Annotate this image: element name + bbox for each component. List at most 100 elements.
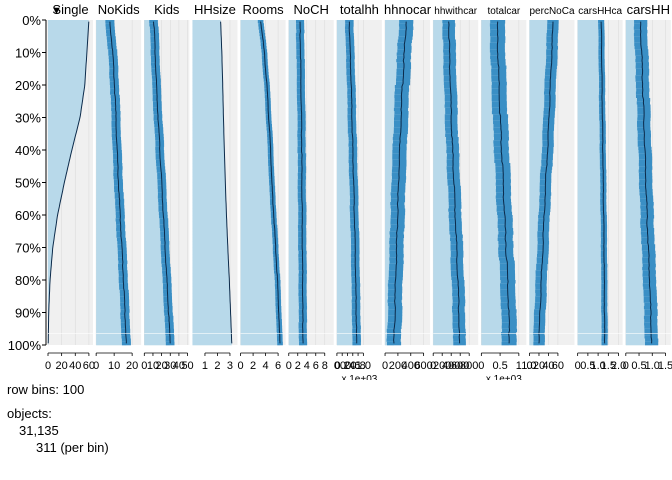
column-hhwithcar-mean-bar <box>433 114 452 118</box>
column-carsHH-mean-bar <box>625 289 651 294</box>
column-hhwithcar-mean-bar <box>433 328 460 333</box>
column-NoKids-sd-band <box>121 341 131 346</box>
column-totalcar-mean-bar <box>481 117 501 122</box>
column-hhwithcar-mean-bar <box>433 59 450 63</box>
column-NoKids-mean-bar <box>96 29 111 34</box>
column-NoKids-mean-bar <box>96 315 125 320</box>
column-HHsize-mean-bar <box>192 72 223 76</box>
column-Kids-mean-bar <box>144 267 167 271</box>
column-Rooms-x-tick-label: 0 <box>238 360 244 372</box>
column-Kids-x-tick-label: 20 <box>155 360 167 372</box>
column-hhwithcar-mean-bar <box>433 198 455 203</box>
column-Rooms-mean-bar <box>240 137 271 141</box>
column-carsHHca-mean-bar <box>577 221 604 226</box>
column-carsHHca-mean-bar <box>577 169 604 174</box>
column-Kids-mean-bar <box>144 185 163 190</box>
column-Single-mean-bar <box>48 33 88 37</box>
column-Kids-mean-bar <box>144 120 159 125</box>
column-NoCH-mean-bar <box>288 263 303 268</box>
column-hhwithcar-mean-bar <box>433 234 457 239</box>
column-carsHH-mean-bar <box>625 163 646 167</box>
column-carsHHca-mean-bar <box>577 244 604 248</box>
column-Rooms-mean-bar <box>240 150 271 154</box>
column-carsHH-mean-bar <box>625 111 645 115</box>
column-Rooms-mean-bar <box>240 75 267 79</box>
column-carsHHca-mean-bar <box>577 315 605 320</box>
column-carsHHca-mean-bar <box>577 46 602 50</box>
column-carsHH-mean-bar <box>625 205 647 209</box>
column-NoCH-mean-bar <box>288 39 301 44</box>
column-carsHH-mean-bar <box>625 166 646 170</box>
column-carsHHca-mean-bar <box>577 302 605 307</box>
column-HHsize-mean-bar <box>192 153 225 157</box>
column-hhwithcar-mean-bar <box>433 254 458 258</box>
column-hhnocar-mean-bar <box>385 33 406 37</box>
column-totalcar-mean-bar <box>481 101 500 105</box>
sort-indicator: ▼ <box>51 5 62 17</box>
column-carsHH-mean-bar <box>625 322 651 326</box>
column-hhwithcar-mean-bar <box>433 52 450 57</box>
column-NoKids-mean-bar <box>96 237 122 242</box>
y-tick-label: 30% <box>15 111 41 126</box>
column-percNoCa-mean-bar <box>529 159 547 164</box>
column-Kids-mean-bar <box>144 306 169 310</box>
column-HHsize-mean-bar <box>192 338 232 343</box>
column-totalcar-mean-bar <box>481 257 507 261</box>
column-totalcar-mean-bar <box>481 328 510 333</box>
column-carsHHca-mean-bar <box>577 218 604 222</box>
column-Rooms-mean-bar <box>240 124 270 128</box>
column-carsHH-mean-bar <box>625 215 648 219</box>
column-percNoCa-mean-bar <box>529 250 543 255</box>
column-carsHH-mean-bar <box>625 218 647 222</box>
column-Single-mean-bar <box>48 182 65 187</box>
column-carsHHca-mean-bar <box>577 94 602 99</box>
column-hhwithcar-mean-bar <box>433 263 457 268</box>
column-totalhh-mean-bar <box>336 133 353 138</box>
column-Single-mean-bar <box>48 120 79 125</box>
column-carsHH-mean-bar <box>625 98 644 102</box>
column-NoKids-x-tick-label: 20 <box>126 360 138 372</box>
column-carsHHca-mean-bar <box>577 260 604 265</box>
column-carsHHca-mean-bar <box>577 101 603 105</box>
column-totalhh-mean-bar <box>336 55 351 60</box>
column-carsHHca-mean-bar <box>577 26 602 31</box>
column-totalcar-mean-bar <box>481 146 502 151</box>
column-NoKids-mean-bar <box>96 244 122 248</box>
column-percNoCa-mean-bar <box>529 195 546 200</box>
column-carsHHca-mean-bar <box>577 228 604 232</box>
column-totalcar-mean-bar <box>481 205 505 209</box>
column-NoKids-mean-bar <box>96 302 125 307</box>
column-percNoCa-mean-bar <box>529 127 549 131</box>
column-HHsize-mean-bar <box>192 159 225 164</box>
column-HHsize-mean-bar <box>192 127 224 131</box>
column-hhwithcar-mean-bar <box>433 137 453 141</box>
column-carsHH-mean-bar <box>625 94 643 99</box>
column-carsHH-mean-bar <box>625 85 643 89</box>
column-Single-mean-bar <box>48 72 86 76</box>
column-carsHH-mean-bar <box>625 325 651 330</box>
column-NoKids-mean-bar <box>96 26 111 31</box>
column-NoCH-mean-bar <box>288 257 303 261</box>
column-NoCH-mean-bar <box>288 276 303 281</box>
column-carsHHca-mean-bar <box>577 312 605 317</box>
column-percNoCa-mean-bar <box>529 205 545 209</box>
column-HHsize-mean-bar <box>192 247 228 252</box>
column-HHsize-mean-bar <box>192 120 224 125</box>
column-NoCH-mean-bar <box>288 198 302 203</box>
column-Kids-mean-bar <box>144 78 157 83</box>
column-hhwithcar-mean-bar <box>433 133 452 138</box>
column-carsHH-mean-bar <box>625 120 644 125</box>
column-hhnocar-mean-bar <box>385 78 404 83</box>
column-Single-title: Single <box>52 2 88 17</box>
column-totalhh-mean-bar <box>336 182 354 187</box>
column-totalcar-mean-bar <box>481 153 502 157</box>
objects-count: 31,135 <box>19 423 59 438</box>
column-hhwithcar-mean-bar <box>433 36 449 40</box>
column-hhnocar-mean-bar <box>385 133 401 138</box>
column-totalcar-mean-bar <box>481 293 508 297</box>
column-carsHH-mean-bar <box>625 127 644 131</box>
column-Kids-mean-bar <box>144 208 163 213</box>
column-NoCH-mean-bar <box>288 241 303 245</box>
column-totalhh-mean-bar <box>336 91 352 96</box>
column-carsHHca-mean-bar <box>577 325 605 330</box>
